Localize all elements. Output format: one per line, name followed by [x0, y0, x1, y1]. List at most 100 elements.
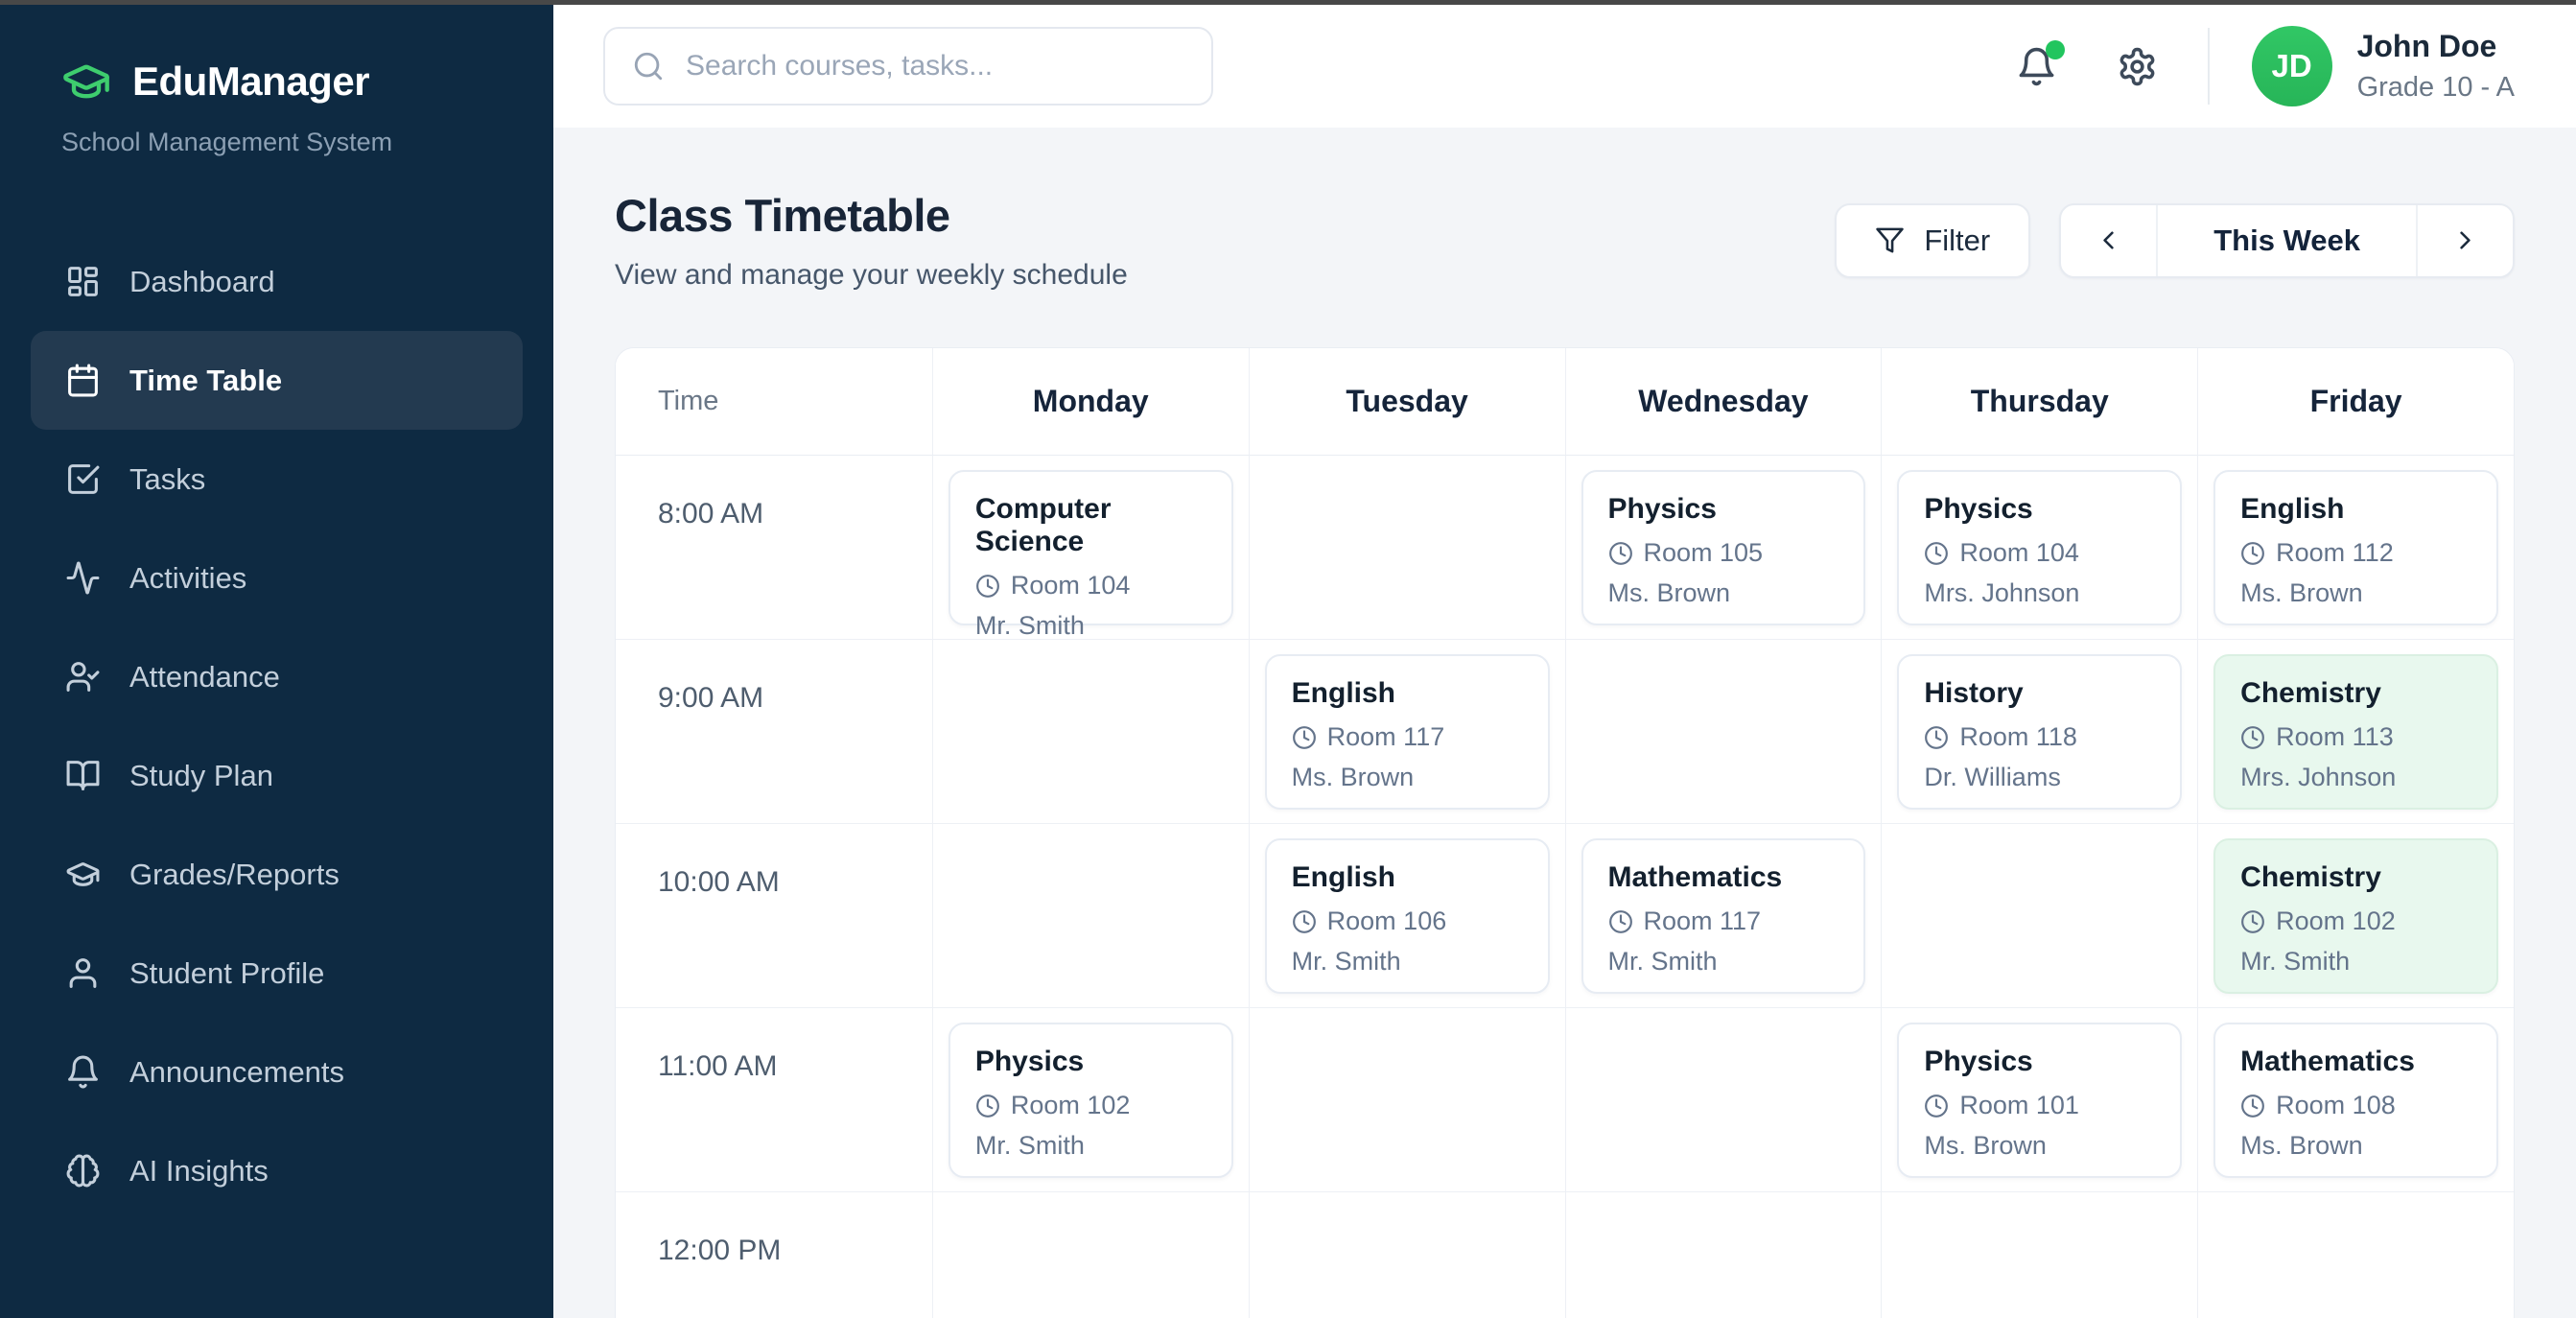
next-week-button[interactable]	[2418, 205, 2513, 276]
graduation-cap-icon	[61, 57, 111, 106]
class-room: Room 101	[1959, 1091, 2079, 1119]
timetable-slot: English Room 117 Ms. Brown	[1248, 640, 1565, 824]
clock-icon	[1924, 541, 1949, 566]
timetable-slot	[1881, 1192, 2198, 1318]
avatar[interactable]: JD	[2251, 26, 2332, 106]
brain-icon	[65, 1153, 101, 1189]
filter-button-label: Filter	[1924, 223, 1991, 257]
class-room: Room 118	[1959, 722, 2077, 751]
page-title: Class Timetable	[615, 190, 950, 241]
class-card[interactable]: English Room 106 Mr. Smith	[1264, 838, 1550, 994]
search-icon	[632, 50, 665, 82]
class-teacher: Mr. Smith	[1607, 947, 1718, 976]
class-subject: English	[1291, 861, 1395, 893]
sidebar-item-attendance[interactable]: Attendance	[31, 627, 523, 726]
sidebar-item-student-profile[interactable]: Student Profile	[31, 924, 523, 1023]
this-week-button[interactable]: This Week	[2156, 204, 2418, 276]
timetable-slot	[1564, 1192, 1882, 1318]
class-subject: Mathematics	[2240, 1046, 2415, 1077]
class-room-row: Room 117	[1292, 722, 1523, 752]
class-card[interactable]: Physics Room 104 Mrs. Johnson	[1897, 470, 2183, 625]
class-card[interactable]: Mathematics Room 117 Mr. Smith	[1581, 838, 1866, 994]
clock-icon	[1608, 541, 1633, 566]
time-label: 11:00 AM	[616, 1008, 932, 1192]
time-column-header: Time	[616, 348, 932, 456]
sidebar-item-label: Time Table	[129, 363, 283, 397]
time-label: 12:00 PM	[616, 1192, 932, 1318]
prev-week-button[interactable]	[2061, 205, 2156, 276]
class-card[interactable]: Physics Room 101 Ms. Brown	[1897, 1023, 2183, 1178]
class-card[interactable]: Physics Room 105 Ms. Brown	[1581, 470, 1866, 625]
day-header: Thursday	[1881, 348, 2198, 456]
sidebar-nav: Dashboard Time Table Tasks Activities Attend…	[0, 232, 553, 1220]
timetable: Time Monday Tuesday Wednesday Thursday Friday…	[615, 347, 2515, 1318]
class-card[interactable]: Chemistry Room 102 Mr. Smith	[2213, 838, 2498, 994]
class-subject: Chemistry	[2240, 861, 2381, 893]
time-label: 10:00 AM	[616, 824, 932, 1008]
class-card[interactable]: English Room 117 Ms. Brown	[1264, 654, 1550, 810]
clock-icon	[975, 1094, 1000, 1118]
day-header: Friday	[2197, 348, 2514, 456]
class-card[interactable]: Computer Science Room 104 Mr. Smith	[948, 470, 1233, 640]
sidebar-item-tasks[interactable]: Tasks	[31, 430, 523, 529]
search-box[interactable]	[603, 27, 1213, 106]
activity-icon	[65, 560, 101, 596]
sidebar-item-announcements[interactable]: Announcements	[31, 1023, 523, 1121]
week-navigator: This Week	[2059, 202, 2515, 278]
class-subject: English	[2240, 493, 2345, 525]
class-room-row: Room 104	[1924, 538, 2155, 568]
class-teacher: Ms. Brown	[2240, 1131, 2363, 1160]
class-card[interactable]: Chemistry Room 113 Mrs. Johnson	[2213, 654, 2498, 810]
clock-icon	[1608, 909, 1633, 934]
timetable-slot: English Room 112 Ms. Brown	[2197, 456, 2514, 640]
class-card[interactable]: History Room 118 Dr. Williams	[1897, 654, 2183, 810]
search-input[interactable]	[686, 50, 1184, 82]
class-teacher: Mr. Smith	[1291, 947, 1401, 976]
timetable-slot: English Room 106 Mr. Smith	[1248, 824, 1565, 1008]
user-menu[interactable]: JD John Doe Grade 10 - A	[2251, 26, 2515, 106]
sidebar-item-label: Attendance	[129, 659, 280, 694]
day-header: Tuesday	[1248, 348, 1565, 456]
sidebar: EduManager School Management System Dash…	[0, 5, 553, 1318]
class-card[interactable]: Physics Room 102 Mr. Smith	[948, 1023, 1233, 1178]
class-room: Room 112	[2276, 538, 2394, 567]
class-subject: Physics	[974, 1046, 1085, 1077]
timetable-slot: Chemistry Room 102 Mr. Smith	[2197, 824, 2514, 1008]
header-divider	[2207, 28, 2210, 105]
sidebar-item-dashboard[interactable]: Dashboard	[31, 232, 523, 331]
class-room: Room 102	[2276, 906, 2396, 935]
class-room: Room 104	[1959, 538, 2079, 567]
sidebar-item-time-table[interactable]: Time Table	[31, 331, 523, 430]
timetable-slot	[2197, 1192, 2514, 1318]
notifications-button[interactable]	[2016, 39, 2065, 87]
user-icon	[65, 955, 101, 991]
timetable-slot	[931, 640, 1249, 824]
class-room-row: Room 112	[2240, 538, 2471, 568]
class-room: Room 102	[1010, 1091, 1131, 1119]
timetable-slot	[931, 824, 1249, 1008]
settings-button[interactable]	[2117, 46, 2158, 87]
timetable-slot	[1248, 1008, 1565, 1192]
class-teacher: Mrs. Johnson	[2240, 763, 2397, 791]
class-teacher: Ms. Brown	[1291, 763, 1415, 791]
class-subject: Physics	[1924, 1046, 2033, 1077]
class-room: Room 105	[1643, 538, 1764, 567]
class-subject: English	[1291, 677, 1395, 709]
sidebar-item-ai-insights[interactable]: AI Insights	[31, 1121, 523, 1220]
gear-icon	[2117, 46, 2158, 87]
sidebar-item-activities[interactable]: Activities	[31, 529, 523, 627]
sidebar-item-grades-reports[interactable]: Grades/Reports	[31, 825, 523, 924]
window-frame-strip	[0, 0, 2576, 5]
timetable-slot	[1564, 1008, 1882, 1192]
class-teacher: Mr. Smith	[2240, 947, 2351, 976]
timetable-slot: Computer Science Room 104 Mr. Smith	[931, 456, 1249, 640]
clock-icon	[1292, 909, 1317, 934]
sidebar-item-study-plan[interactable]: Study Plan	[31, 726, 523, 825]
clock-icon	[1924, 725, 1949, 750]
filter-button[interactable]: Filter	[1835, 202, 2031, 278]
class-card[interactable]: Mathematics Room 108 Ms. Brown	[2213, 1023, 2498, 1178]
class-card[interactable]: English Room 112 Ms. Brown	[2213, 470, 2498, 625]
class-room: Room 117	[1326, 722, 1445, 751]
class-room-row: Room 106	[1292, 906, 1523, 936]
app-tagline: School Management System	[61, 128, 393, 156]
